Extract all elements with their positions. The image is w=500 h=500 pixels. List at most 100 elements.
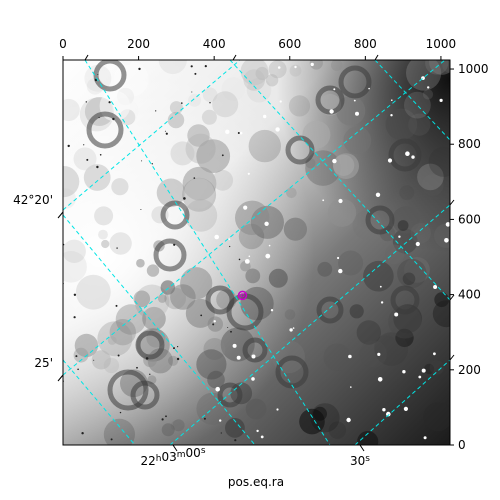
dark-speck: [200, 314, 203, 317]
nebula-blob: [284, 309, 296, 320]
nebula-blob: [91, 350, 111, 370]
nebula-blob: [221, 77, 246, 101]
ring-structure: [135, 330, 165, 360]
ring-structure: [316, 296, 344, 324]
nebula-blob: [410, 223, 431, 244]
nebula-blob: [201, 109, 217, 125]
nebula-blob: [404, 91, 431, 119]
star: [346, 417, 351, 423]
right-tick-label: 0: [458, 438, 466, 452]
dark-speck: [204, 65, 207, 68]
star: [333, 88, 336, 91]
nebula-blob: [299, 408, 325, 435]
star: [215, 386, 220, 392]
nebula-blob: [63, 166, 80, 198]
dark-speck: [227, 327, 229, 328]
dark-speck: [238, 258, 241, 261]
star: [377, 352, 381, 356]
ring-structure: [390, 285, 420, 315]
nebula-blob: [428, 146, 450, 177]
nebula-blob: [196, 139, 231, 174]
dark-speck: [155, 110, 157, 112]
star: [379, 285, 382, 288]
ring-structure: [205, 285, 235, 315]
dec-tick: [57, 374, 64, 382]
star: [310, 62, 314, 67]
star: [289, 328, 293, 332]
right-tick-label: 200: [458, 363, 481, 377]
nebula-blob: [160, 280, 175, 295]
ring-structure: [130, 380, 160, 410]
star: [292, 327, 295, 329]
nebula-blob: [169, 101, 183, 115]
grid-edge-tick: [449, 199, 455, 206]
nebula-blob: [212, 169, 234, 191]
star: [368, 87, 370, 90]
grid-line: [63, 60, 241, 211]
nebula-blob: [170, 141, 195, 166]
grid-line: [229, 60, 450, 301]
nebula-blob: [397, 220, 409, 231]
dark-speck: [181, 102, 183, 104]
ring-structure: [388, 138, 422, 172]
nebula-blob: [225, 418, 245, 438]
nebula-blob: [309, 60, 323, 70]
dark-speck: [177, 346, 179, 348]
nebula-blob: [268, 268, 288, 288]
dark-speck: [151, 163, 153, 165]
dec-tick-label: 25': [34, 356, 53, 370]
nebula-blob: [83, 164, 111, 191]
dark-speck: [183, 197, 186, 200]
star: [445, 222, 450, 227]
nebula-blob: [182, 166, 217, 201]
world-axis-ticks: 22h03m00s 30s 42°20' 25': [13, 54, 455, 468]
ring-structure: [107, 369, 149, 411]
dark-speck: [230, 330, 232, 333]
star: [398, 235, 401, 238]
dark-speck: [67, 144, 70, 148]
star: [402, 370, 406, 374]
dark-speck: [203, 417, 206, 420]
star: [329, 109, 334, 114]
star: [415, 241, 420, 247]
nebula-blob: [286, 187, 297, 199]
source-marker-inner: [240, 293, 245, 298]
nebula-blob: [331, 60, 343, 71]
ra-tick: [172, 444, 178, 452]
nebula-blob: [180, 267, 213, 300]
ring-structure: [93, 60, 127, 92]
ring-structure: [217, 382, 243, 408]
star: [247, 172, 250, 175]
grid-edge-tick: [232, 54, 237, 61]
star: [418, 375, 422, 379]
star: [433, 285, 438, 289]
nebula-blob: [408, 113, 431, 136]
star: [427, 86, 430, 89]
coordinate-grid: [63, 60, 450, 445]
top-tick-label: 800: [354, 37, 377, 51]
ring-structure: [226, 293, 264, 331]
dark-speck: [96, 165, 99, 169]
dark-speck: [165, 415, 167, 418]
star: [265, 253, 271, 259]
dark-speck: [119, 411, 122, 414]
star: [355, 111, 359, 116]
star: [228, 238, 231, 241]
nebula-blob: [188, 93, 202, 107]
nebula-blob: [289, 64, 302, 77]
star: [264, 221, 269, 226]
star: [260, 435, 264, 439]
dark-speck: [176, 357, 180, 361]
dark-speck: [81, 432, 84, 435]
nebula-blob: [243, 69, 265, 91]
nebula-blob: [240, 60, 269, 86]
star: [248, 255, 251, 258]
star: [236, 355, 241, 360]
star: [276, 408, 279, 411]
nebula-blob: [136, 258, 145, 268]
star: [294, 65, 297, 69]
dark-speck: [173, 243, 176, 246]
dark-speck: [220, 432, 222, 434]
ring-structure: [365, 205, 395, 235]
